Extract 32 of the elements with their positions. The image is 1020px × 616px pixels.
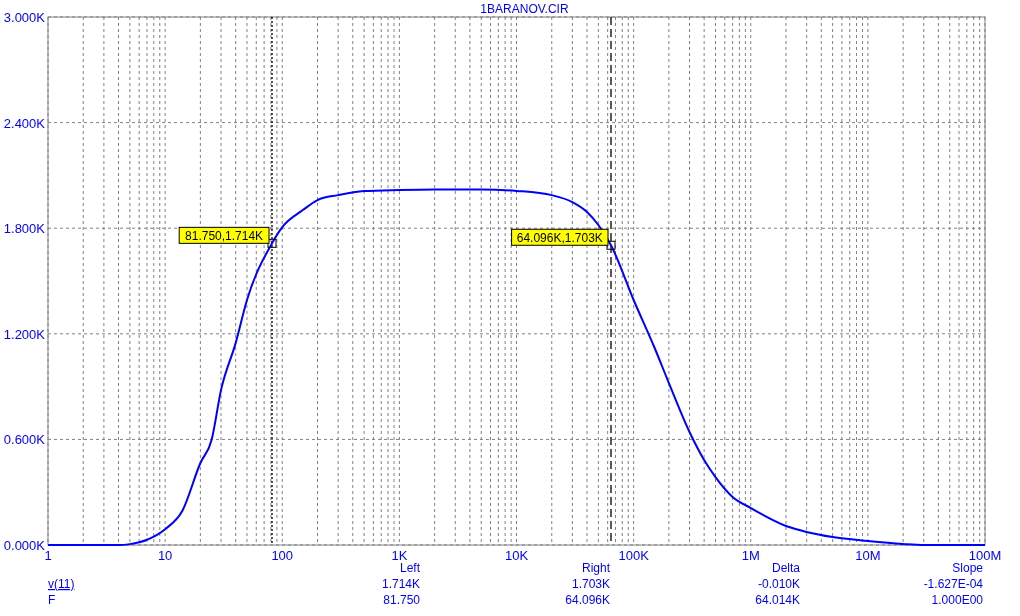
text: 1.714K — [381, 577, 420, 591]
x-tick-label: 10K — [504, 548, 529, 563]
y-tick-label: 0.600K — [3, 432, 46, 448]
chart-title: 1BARANOV.CIR — [480, 2, 569, 16]
x-tick-label: 100 — [271, 548, 294, 563]
x-tick-label: 100M — [968, 548, 1002, 563]
annotation: 81.750,1.714K — [185, 228, 264, 243]
y-tick-label: 0.000K — [3, 538, 46, 553]
x-tick-label: 100K — [618, 548, 650, 563]
text: v(11) — [48, 577, 75, 591]
text: 1.000E00 — [931, 593, 984, 607]
text: F — [48, 593, 56, 607]
x-tick-label: 1K — [391, 548, 408, 563]
x-tick-label: 10M — [855, 548, 881, 563]
text: 64.014K — [755, 593, 800, 607]
text: 81.750 — [383, 593, 421, 607]
y-tick-label: 1.800K — [3, 221, 46, 237]
y-tick-label: 3.000K — [3, 10, 46, 25]
x-tick-label: 10 — [157, 548, 173, 563]
y-tick-label: 2.400K — [3, 115, 46, 131]
x-tick-label: 1M — [741, 548, 760, 563]
text: 64.096K — [565, 593, 610, 607]
annotation: 64.096K,1.703K — [516, 230, 603, 245]
y-tick-label: 1.200K — [3, 326, 46, 342]
text: 1.703K — [571, 577, 610, 591]
text: -1.627E-04 — [923, 577, 984, 591]
text: Delta — [771, 561, 801, 575]
text: Left — [399, 561, 421, 575]
x-tick-label: 1 — [44, 548, 52, 563]
text: Right — [581, 561, 611, 575]
text: Slope — [952, 561, 984, 575]
text: -0.010K — [757, 577, 800, 591]
